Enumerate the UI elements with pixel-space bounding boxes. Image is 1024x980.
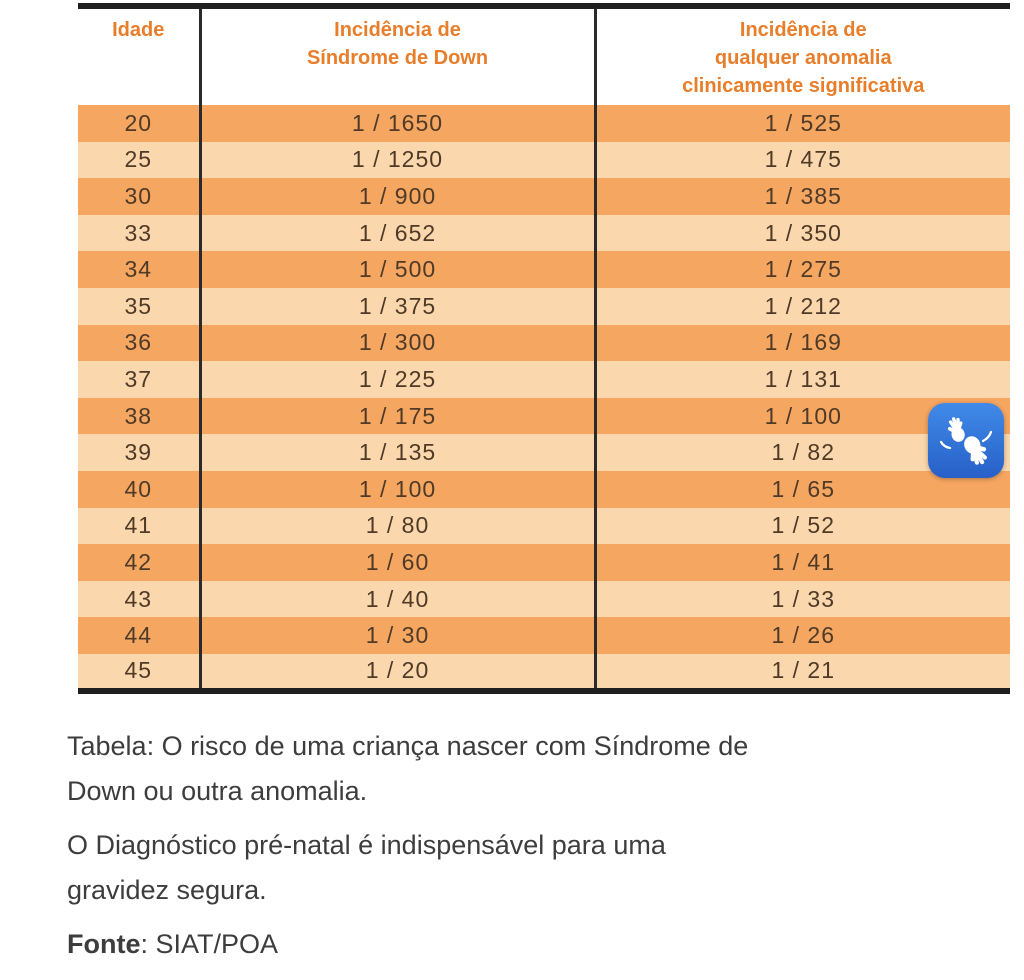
anomalia-cell: 1 / 475 <box>593 141 1010 179</box>
down-cell: 1 / 375 <box>198 287 595 325</box>
idade-cell: 43 <box>124 585 153 612</box>
idade-cell: 45 <box>124 657 153 684</box>
anomalia-cell: 1 / 169 <box>593 324 1010 362</box>
header-down: Incidência de Síndrome de Down <box>198 6 595 105</box>
anomalia-cell: 1 / 525 <box>593 105 1010 142</box>
prenatal-note: O Diagnóstico pré-natal é indispensável … <box>67 830 666 905</box>
table-header: Idade Incidência de Síndrome de Down Inci… <box>78 6 1010 105</box>
table-caption: Tabela: O risco de uma criança nascer co… <box>67 731 749 806</box>
idade-cell: 30 <box>124 182 153 209</box>
anomalia-cell: 1 / 52 <box>593 507 1010 545</box>
source-note: Fonte: SIAT/POA <box>67 922 887 967</box>
idade-cell: 33 <box>124 219 153 246</box>
idade-cell: 39 <box>124 439 153 466</box>
table-row: 34 1 / 500 1 / 275 <box>78 251 1010 288</box>
anomalia-cell: 1 / 33 <box>593 580 1010 618</box>
table-row: 33 1 / 652 1 / 350 <box>78 214 1010 252</box>
down-cell: 1 / 1650 <box>198 105 595 142</box>
down-cell: 1 / 60 <box>198 544 595 581</box>
down-cell: 1 / 40 <box>198 580 595 618</box>
down-cell: 1 / 225 <box>198 361 595 398</box>
down-cell: 1 / 30 <box>198 617 595 654</box>
down-cell: 1 / 175 <box>198 397 595 435</box>
idade-cell: 36 <box>124 329 153 356</box>
table-row: 41 1 / 80 1 / 52 <box>78 507 1010 545</box>
captions-block: Tabela: O risco de uma criança nascer co… <box>67 724 887 967</box>
idade-cell: 44 <box>124 622 153 649</box>
anomalia-cell: 1 / 212 <box>593 287 1010 325</box>
idade-cell: 40 <box>124 475 153 502</box>
header-row: Idade Incidência de Síndrome de Down Inci… <box>78 6 1010 105</box>
table-row: 37 1 / 225 1 / 131 <box>78 361 1010 398</box>
table-row: 39 1 / 135 1 / 82 <box>78 434 1010 471</box>
idade-cell: 38 <box>124 402 153 429</box>
down-cell: 1 / 300 <box>198 324 595 362</box>
anomalia-cell: 1 / 275 <box>593 251 1010 288</box>
down-cell: 1 / 20 <box>198 653 595 691</box>
anomalia-cell: 1 / 21 <box>593 653 1010 691</box>
anomalia-cell: 1 / 350 <box>593 214 1010 252</box>
table-row: 40 1 / 100 1 / 65 <box>78 470 1010 508</box>
incidence-table: Idade Incidência de Síndrome de Down Inci… <box>78 3 1010 694</box>
table-row: 25 1 / 1250 1 / 475 <box>78 141 1010 179</box>
incidence-table-grid: Idade Incidência de Síndrome de Down Inci… <box>78 3 1010 694</box>
sign-language-button[interactable] <box>928 403 1004 478</box>
down-cell: 1 / 135 <box>198 434 595 471</box>
idade-cell: 25 <box>124 146 153 173</box>
table-body: 20 1 / 1650 1 / 525 25 1 / 1250 1 / 475 30 1 / … <box>78 105 1010 691</box>
idade-cell: 41 <box>124 512 153 539</box>
table-row: 36 1 / 300 1 / 169 <box>78 324 1010 362</box>
source-value: : SIAT/POA <box>140 929 279 959</box>
idade-cell: 35 <box>124 292 153 319</box>
table-row: 30 1 / 900 1 / 385 <box>78 178 1010 215</box>
idade-cell: 20 <box>124 109 153 136</box>
idade-cell: 37 <box>124 365 153 392</box>
table-row: 42 1 / 60 1 / 41 <box>78 544 1010 581</box>
header-anomalia: Incidência de qualquer anomalia clinicamen… <box>593 6 1010 105</box>
source-label: Fonte <box>67 929 141 959</box>
anomalia-cell: 1 / 26 <box>593 617 1010 654</box>
down-cell: 1 / 100 <box>198 470 595 508</box>
table-row: 38 1 / 175 1 / 100 <box>78 397 1010 435</box>
down-cell: 1 / 652 <box>198 214 595 252</box>
header-idade: Idade <box>78 6 200 105</box>
sign-language-icon <box>939 417 993 465</box>
down-cell: 1 / 80 <box>198 507 595 545</box>
table-row: 20 1 / 1650 1 / 525 <box>78 105 1010 142</box>
down-cell: 1 / 500 <box>198 251 595 288</box>
table-row: 43 1 / 40 1 / 33 <box>78 580 1010 618</box>
idade-cell: 34 <box>124 256 153 283</box>
down-cell: 1 / 1250 <box>198 141 595 179</box>
table-row: 35 1 / 375 1 / 212 <box>78 287 1010 325</box>
anomalia-cell: 1 / 41 <box>593 544 1010 581</box>
table-row: 45 1 / 20 1 / 21 <box>78 653 1010 691</box>
anomalia-cell: 1 / 131 <box>593 361 1010 398</box>
anomalia-cell: 1 / 385 <box>593 178 1010 215</box>
idade-cell: 42 <box>124 548 153 575</box>
table-row: 44 1 / 30 1 / 26 <box>78 617 1010 654</box>
down-cell: 1 / 900 <box>198 178 595 215</box>
